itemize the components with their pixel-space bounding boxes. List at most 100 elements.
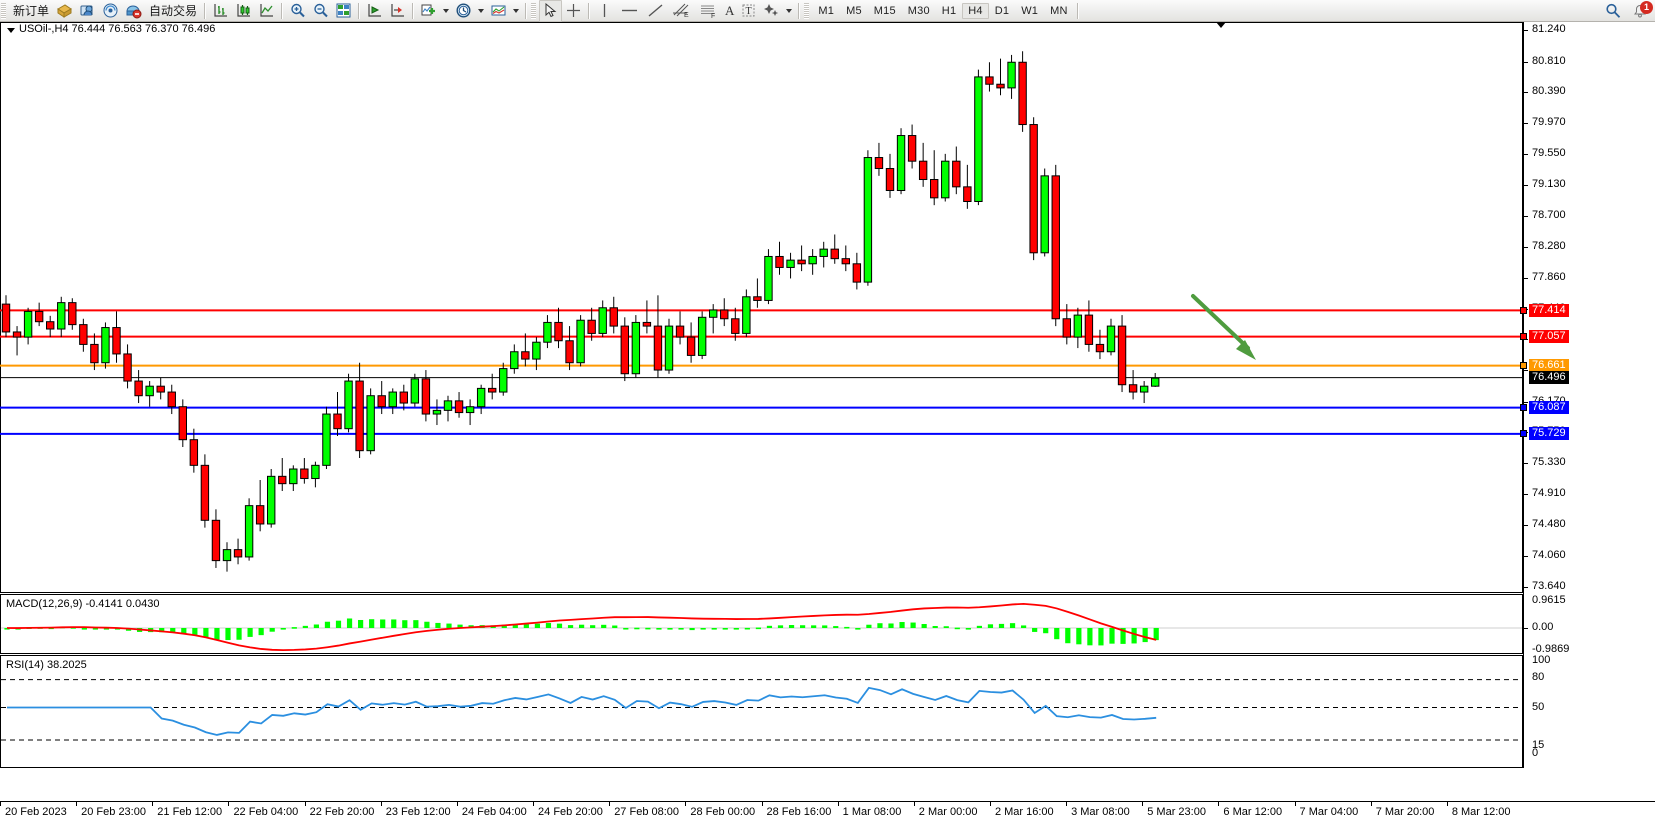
time-tick-label: 24 Feb 04:00 — [461, 806, 527, 818]
rsi-plot[interactable] — [1, 656, 1522, 767]
level-handle-resistance-2[interactable] — [1520, 333, 1527, 341]
macd-histogram-bar — [324, 621, 331, 628]
price-tag-support-2[interactable]: 75.729 — [1529, 427, 1569, 441]
timeframe-m15[interactable]: M15 — [873, 4, 896, 17]
macd-plot[interactable] — [1, 595, 1522, 653]
chart-shift-icon[interactable] — [386, 1, 409, 21]
macd-histogram-bar — [402, 620, 408, 628]
zoom-in-icon[interactable] — [286, 1, 309, 21]
candle — [90, 333, 99, 371]
zoom-out-icon[interactable] — [309, 1, 332, 21]
time-tick — [0, 802, 1, 806]
candle — [366, 388, 375, 455]
timeframe-h4[interactable]: H4 — [962, 2, 989, 19]
price-tag-pivot[interactable]: 76.661 — [1529, 359, 1569, 373]
candle — [311, 461, 320, 488]
search-icon[interactable] — [1601, 1, 1625, 21]
price-tag-resistance-2[interactable]: 77.057 — [1529, 330, 1569, 344]
time-tick — [1446, 802, 1448, 806]
time-tick — [1218, 802, 1220, 806]
timeframe-mn[interactable]: MN — [1050, 4, 1068, 17]
candlestick-chart-icon[interactable] — [232, 1, 255, 21]
timeframe-toolbar-grip[interactable] — [804, 2, 810, 19]
equidistant-channel-icon[interactable]: E — [668, 1, 695, 21]
price-tag-support-1[interactable]: 76.087 — [1529, 401, 1569, 415]
price-tick — [1524, 61, 1528, 63]
chart-area[interactable]: USOil-,H4 76.444 76.563 76.370 76.496 MA… — [0, 22, 1655, 823]
new-order-button[interactable]: 新订单 — [13, 4, 50, 18]
candle — [68, 298, 77, 330]
candle — [79, 318, 88, 352]
tile-windows-icon[interactable] — [332, 1, 355, 21]
new-order-icon[interactable] — [53, 1, 76, 21]
candle — [642, 300, 652, 334]
trendline-icon[interactable] — [643, 1, 668, 21]
signals-icon[interactable] — [99, 1, 122, 21]
period-icon[interactable] — [452, 1, 475, 21]
candle — [753, 278, 762, 308]
cursor-icon[interactable] — [539, 0, 563, 22]
indicators-icon[interactable] — [417, 1, 440, 21]
macd-histogram-bar — [788, 625, 795, 628]
level-handle-pivot[interactable] — [1520, 362, 1527, 370]
text-icon[interactable]: A — [725, 2, 735, 18]
price-tick — [1524, 370, 1528, 372]
rsi-tick-label: 100 — [1532, 654, 1551, 666]
fibonacci-icon[interactable]: F — [695, 1, 722, 21]
timeframe-m30[interactable]: M30 — [907, 4, 930, 17]
price-axis[interactable]: 81.240 80.810 80.390 79.970 79.550 79.130 78.7… — [1520, 22, 1655, 768]
profile-icon[interactable] — [76, 1, 99, 21]
candle — [1095, 329, 1105, 360]
horizontal-line-icon[interactable] — [616, 1, 643, 21]
market-icon[interactable] — [122, 1, 145, 21]
toolbar-grip[interactable] — [1, 2, 6, 19]
vertical-line-icon[interactable] — [593, 1, 616, 21]
down-trend-arrow[interactable] — [1191, 294, 1256, 360]
price-candlestick-plot[interactable] — [0, 22, 1523, 593]
price-tick — [1524, 277, 1528, 279]
text-label-icon[interactable]: T — [737, 1, 760, 21]
level-handle-resistance-1[interactable] — [1520, 306, 1527, 314]
price-tag-current-price[interactable]: 76.496 — [1529, 371, 1569, 385]
timeframe-w1[interactable]: W1 — [1021, 4, 1039, 17]
candle — [720, 298, 729, 327]
timeframe-m5[interactable]: M5 — [846, 4, 862, 17]
candle — [1128, 370, 1138, 400]
drawing-toolbar-grip[interactable] — [531, 2, 537, 19]
shapes-icon[interactable] — [760, 1, 783, 21]
timeframe-d1[interactable]: D1 — [994, 4, 1010, 17]
timeframe-m1[interactable]: M1 — [818, 4, 835, 17]
templates-icon[interactable] — [487, 1, 510, 21]
auto-trading-button[interactable]: 自动交易 — [149, 4, 198, 18]
candle — [974, 69, 983, 206]
crosshair-icon[interactable] — [562, 1, 585, 21]
bar-chart-icon[interactable] — [209, 1, 232, 21]
candle — [443, 395, 453, 422]
candle — [841, 245, 850, 272]
level-handle-support-1[interactable] — [1520, 404, 1527, 412]
alerts-bell-icon[interactable]: 1 — [1625, 0, 1655, 21]
candle — [631, 315, 641, 378]
time-tick-label: 5 Mar 23:00 — [1147, 806, 1206, 818]
macd-histogram-bar — [601, 624, 607, 628]
macd-histogram-bar — [369, 619, 375, 628]
templates-dropdown-caret[interactable] — [513, 8, 520, 13]
candle — [896, 128, 906, 195]
candle — [289, 465, 298, 491]
time-axis[interactable]: 20 Feb 2023 20 Feb 23:00 21 Feb 12:00 22 Fe… — [0, 801, 1655, 823]
macd-histogram-bar — [1021, 625, 1027, 628]
period-dropdown-caret[interactable] — [478, 8, 485, 13]
line-chart-icon[interactable] — [255, 1, 278, 21]
chart-title-dropdown-icon[interactable] — [7, 28, 15, 33]
macd-histogram-bar — [1131, 628, 1137, 644]
price-tick — [1524, 525, 1528, 527]
indicators-dropdown-caret[interactable] — [443, 8, 450, 13]
time-tick — [76, 802, 78, 806]
price-tag-resistance-1[interactable]: 77.414 — [1529, 303, 1569, 317]
candle — [1151, 372, 1160, 387]
timeframe-h1[interactable]: H1 — [941, 4, 957, 17]
shapes-dropdown-caret[interactable] — [786, 8, 793, 13]
level-handle-support-2[interactable] — [1520, 430, 1527, 438]
auto-scroll-icon[interactable] — [363, 1, 386, 21]
macd-histogram-bar — [501, 624, 507, 628]
